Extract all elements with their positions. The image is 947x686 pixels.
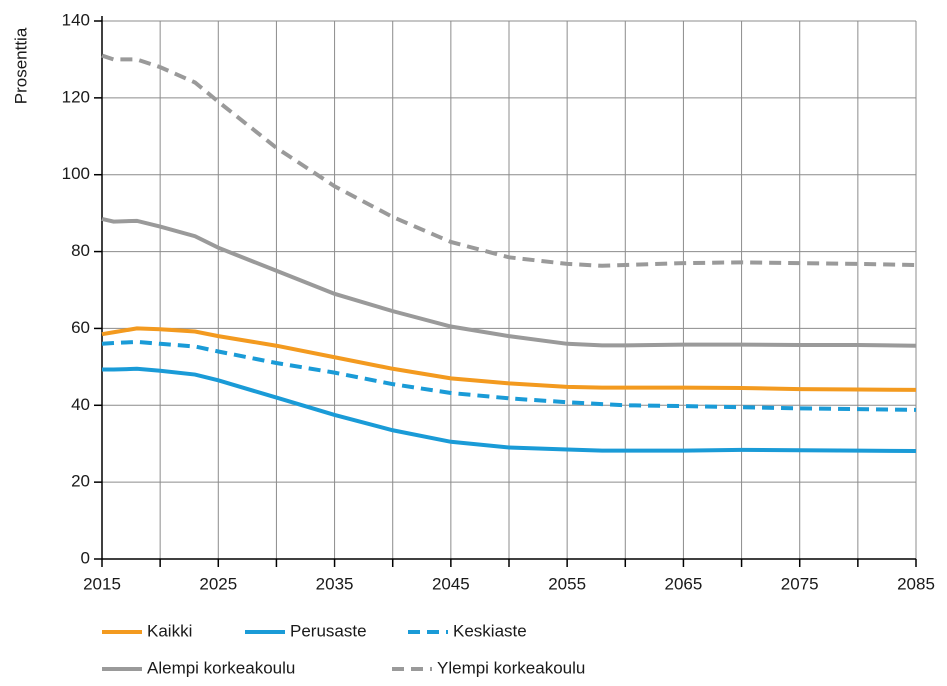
y-axis-label: Prosenttia <box>11 27 30 104</box>
x-tick-label: 2055 <box>548 574 586 593</box>
x-tick-label: 2025 <box>199 574 237 593</box>
series-line <box>101 326 917 392</box>
y-tick-label: 100 <box>62 164 90 183</box>
y-tick-label: 0 <box>81 548 90 567</box>
legend-label: Ylempi korkeakoulu <box>437 658 585 677</box>
x-tick-label: 2075 <box>781 574 819 593</box>
legend-label: Perusaste <box>290 621 367 640</box>
series-line <box>101 216 917 348</box>
y-tick-label: 120 <box>62 87 90 106</box>
y-tick-label: 40 <box>71 395 90 414</box>
legend-label: Keskiaste <box>453 621 527 640</box>
y-tick-label: 60 <box>71 318 90 337</box>
legend-label: Kaikki <box>147 621 192 640</box>
series-line <box>102 366 917 454</box>
y-tick-label: 140 <box>62 10 90 29</box>
legend-label: Alempi korkeakoulu <box>147 658 295 677</box>
x-tick-label: 2015 <box>83 574 121 593</box>
y-tick-label: 20 <box>71 472 90 491</box>
x-tick-label: 2065 <box>665 574 703 593</box>
y-tick-label: 80 <box>71 241 90 260</box>
x-tick-label: 2035 <box>316 574 354 593</box>
series-line <box>101 53 917 268</box>
x-tick-label: 2045 <box>432 574 470 593</box>
series-line <box>101 339 917 412</box>
x-tick-label: 2085 <box>897 574 935 593</box>
